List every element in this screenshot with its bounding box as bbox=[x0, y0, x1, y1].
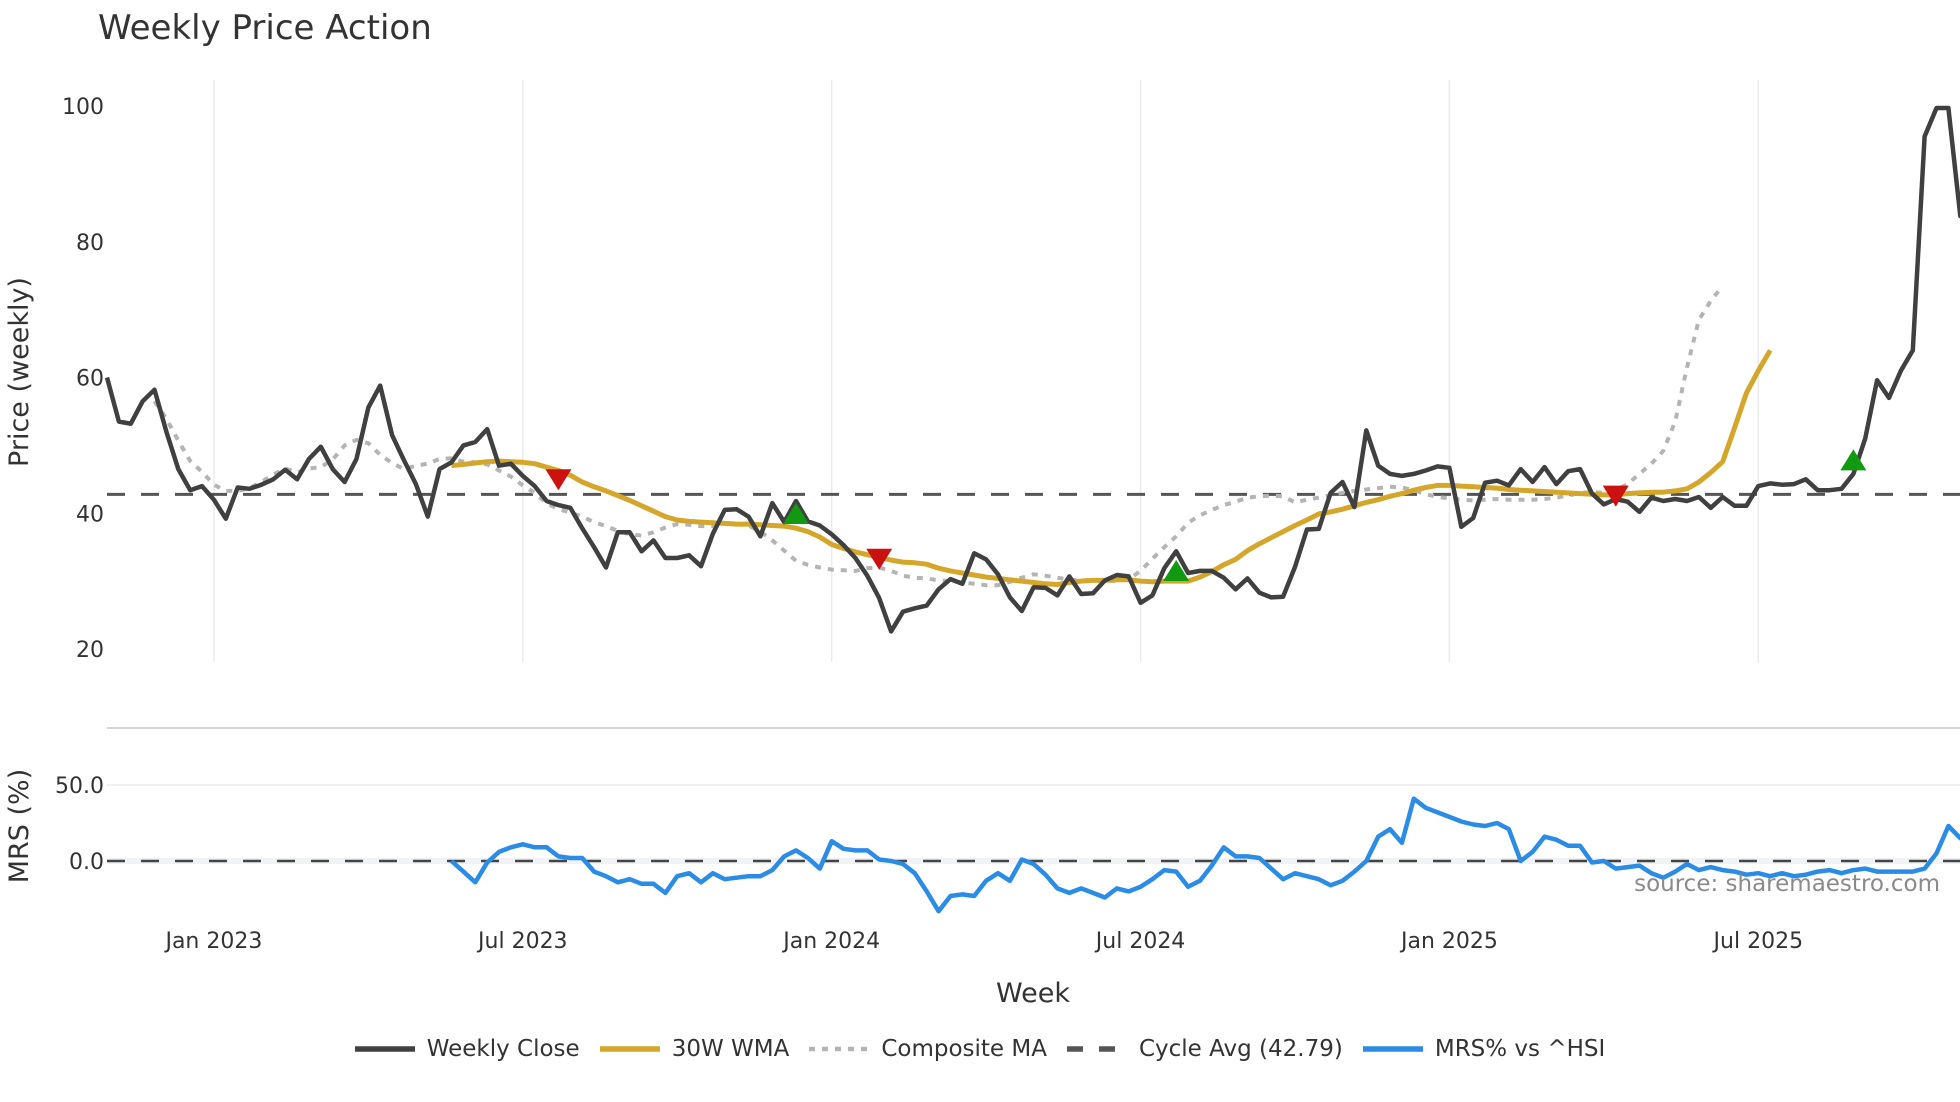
legend-item-wma[interactable]: 30W WMA bbox=[599, 1036, 790, 1062]
buy-signal-triangle-up-icon bbox=[1840, 449, 1867, 471]
mrs-y-tick-labels: 0.0 50.0 bbox=[55, 774, 104, 875]
buy-signal-triangle-up-icon bbox=[1163, 559, 1190, 581]
x-tick-label: Jul 2024 bbox=[1094, 929, 1186, 954]
sell-signal-triangle-down-icon bbox=[866, 548, 893, 570]
legend: Weekly Close 30W WMA Composite MA Cycle Avg… bbox=[0, 1036, 1960, 1062]
x-axis-title: Week bbox=[996, 978, 1070, 1009]
price-y-tick-labels: 20 40 60 80 100 bbox=[62, 95, 104, 663]
price-y-tick: 60 bbox=[76, 367, 104, 392]
legend-swatch-icon bbox=[599, 1046, 660, 1052]
wma-30w-line bbox=[451, 349, 1773, 587]
x-tick-labels: Jan 2023 Jul 2023 Jan 2024 Jul 2024 Jan 2025… bbox=[163, 929, 1803, 954]
weekly-close-line bbox=[104, 105, 1960, 634]
legend-label: Weekly Close bbox=[426, 1036, 580, 1062]
source-watermark: source: sharemaestro.com bbox=[1634, 871, 1940, 897]
legend-item-weekly-close[interactable]: Weekly Close bbox=[354, 1036, 580, 1062]
legend-swatch-icon bbox=[809, 1046, 870, 1052]
legend-label: Cycle Avg (42.79) bbox=[1138, 1036, 1343, 1062]
composite-ma-line bbox=[152, 284, 1725, 588]
sell-signal-triangle-down-icon bbox=[545, 469, 572, 491]
mrs-y-tick: 0.0 bbox=[69, 850, 104, 875]
legend-item-composite[interactable]: Composite MA bbox=[809, 1036, 1047, 1062]
legend-label: MRS% vs ^HSI bbox=[1434, 1036, 1606, 1062]
price-y-tick: 100 bbox=[62, 95, 104, 120]
x-tick-label: Jul 2025 bbox=[1712, 929, 1804, 954]
legend-swatch-icon bbox=[354, 1046, 415, 1052]
mrs-y-tick: 50.0 bbox=[55, 774, 104, 799]
signal-markers bbox=[545, 449, 1867, 581]
legend-label: 30W WMA bbox=[671, 1036, 790, 1062]
x-tick-label: Jan 2023 bbox=[163, 929, 262, 954]
mrs-y-axis-title: MRS (%) bbox=[4, 769, 35, 884]
buy-signal-triangle-up-icon bbox=[783, 502, 810, 524]
price-y-axis-title: Price (weekly) bbox=[4, 277, 35, 467]
sell-signal-triangle-down-icon bbox=[1602, 485, 1629, 507]
legend-label: Composite MA bbox=[881, 1036, 1047, 1062]
legend-swatch-icon bbox=[1362, 1046, 1423, 1052]
legend-item-cycle-avg[interactable]: Cycle Avg (42.79) bbox=[1066, 1036, 1343, 1062]
price-y-tick: 40 bbox=[76, 502, 104, 527]
legend-swatch-icon bbox=[1066, 1046, 1127, 1052]
legend-item-mrs[interactable]: MRS% vs ^HSI bbox=[1362, 1036, 1606, 1062]
chart-title: Weekly Price Action bbox=[98, 8, 432, 48]
x-tick-label: Jan 2024 bbox=[781, 929, 880, 954]
x-tick-label: Jul 2023 bbox=[476, 929, 568, 954]
price-y-tick: 80 bbox=[76, 231, 104, 256]
mrs-line bbox=[450, 796, 1960, 914]
x-tick-label: Jan 2025 bbox=[1399, 929, 1498, 954]
price-y-tick: 20 bbox=[76, 638, 104, 663]
